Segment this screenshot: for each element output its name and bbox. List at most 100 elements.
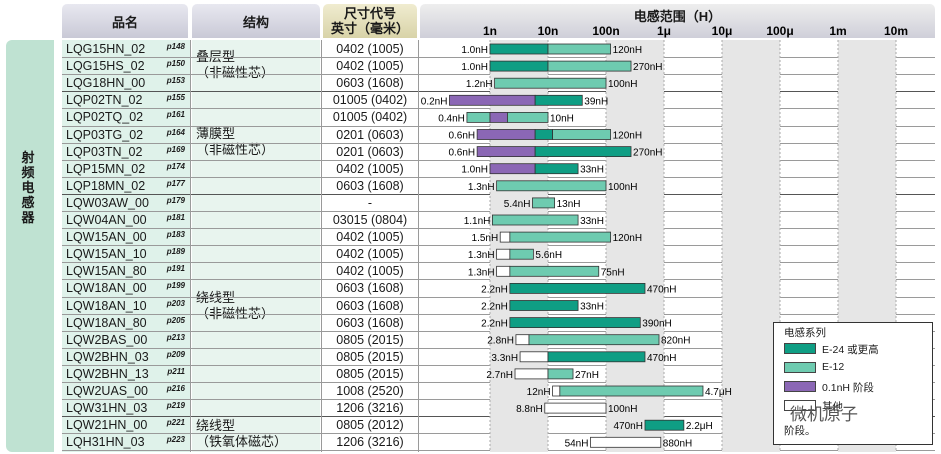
min-label: 1.3nH xyxy=(468,267,495,278)
page-ref: p177 xyxy=(166,178,185,188)
product-name: LQW18AN_10 p203 xyxy=(62,298,187,314)
decade-band xyxy=(490,40,548,452)
bar-segment-e24 xyxy=(534,94,583,106)
legend-swatch-other xyxy=(784,400,816,411)
product-size: 0805 (2015) xyxy=(336,349,404,364)
product-size: 1008 (2520) xyxy=(336,384,404,398)
x-tick-label: 100μ xyxy=(766,24,793,38)
bar-segment-e12 xyxy=(547,43,611,55)
product-size: 0805 (2012) xyxy=(336,418,404,433)
page-ref: p199 xyxy=(166,281,185,291)
bar-segment-e24 xyxy=(489,43,549,55)
page-ref: p150 xyxy=(166,59,185,69)
product-size: 1206 (3216) xyxy=(336,435,404,450)
header-structure: 结构 xyxy=(192,4,320,38)
max-label: 100nH xyxy=(608,182,637,193)
bar-segment-e12 xyxy=(492,214,579,226)
bar-segment-e12 xyxy=(509,231,611,243)
min-label: 1.0nH xyxy=(461,165,488,176)
legend-label-e12: E-12 xyxy=(822,361,845,373)
bar-segment-other xyxy=(544,402,607,414)
product-size: 01005 (0402) xyxy=(332,93,408,108)
legend-swatch-fine xyxy=(784,381,816,392)
product-size: 0603 (1608) xyxy=(336,178,404,193)
legend: 电感系列 E-24 或更高 E-12 0.1nH 阶段 其他 阶段。 xyxy=(773,322,933,445)
product-size: 0201 (0603) xyxy=(336,144,404,159)
product-size: 0402 (1005) xyxy=(336,59,404,74)
product-name: LQP03TN_02 p169 xyxy=(62,144,187,160)
max-label: 100nH xyxy=(608,79,637,90)
product-name: LQW18AN_00 p199 xyxy=(62,280,187,296)
max-label: 13nH xyxy=(557,199,581,210)
page-ref: p153 xyxy=(166,76,185,86)
page-ref: p203 xyxy=(166,298,185,308)
page-ref: p189 xyxy=(166,247,185,257)
bar-segment-other xyxy=(515,334,530,346)
max-label: 4.7μH xyxy=(705,387,732,398)
max-label: 33nH xyxy=(580,165,604,176)
page-ref: p148 xyxy=(166,42,185,51)
product-size: 03015 (0804) xyxy=(332,213,408,227)
page-ref: p181 xyxy=(166,213,185,222)
col-divider xyxy=(190,40,191,452)
x-tick-label: 1n xyxy=(483,24,497,38)
product-name: LQH31HN_03 p223 xyxy=(62,434,187,450)
min-label: 1.1nH xyxy=(464,216,491,227)
bar-segment-fine xyxy=(489,163,536,175)
product-size: 0603 (1608) xyxy=(336,298,404,313)
bar-segment-e24 xyxy=(547,351,646,363)
category-label: 射频电感器 xyxy=(21,150,35,225)
max-label: 120nH xyxy=(613,131,642,142)
min-label: 5.4nH xyxy=(504,199,531,210)
header-size-line2: 英寸（毫米） xyxy=(330,21,409,36)
legend-label-other-2: 阶段。 xyxy=(784,425,816,437)
page-ref: p216 xyxy=(166,384,185,393)
min-label: 1.5nH xyxy=(472,233,499,244)
legend-swatch-e24 xyxy=(784,343,816,354)
product-name: LQW03AW_00 p179 xyxy=(62,195,187,211)
x-tick-label: 10m xyxy=(884,24,908,38)
max-label: 880nH xyxy=(663,438,692,449)
structure-label: 绕线型 （铁氧体磁芯） xyxy=(196,418,288,449)
product-size: 0402 (1005) xyxy=(336,161,404,176)
product-name: LQW15AN_80 p191 xyxy=(62,263,187,279)
bar-segment-other xyxy=(519,351,549,363)
x-tick-label: 1m xyxy=(829,24,846,38)
bar-segment-other xyxy=(499,231,511,243)
min-label: 2.2nH xyxy=(481,319,508,330)
product-name: LQG18HN_00 p153 xyxy=(62,75,187,91)
product-name: LQW2BHN_03 p209 xyxy=(62,349,187,365)
bar-segment-e12 xyxy=(509,265,600,277)
max-label: 270nH xyxy=(633,148,662,159)
bar-segment-e12 xyxy=(507,112,549,123)
page-ref: p179 xyxy=(166,195,185,205)
product-size: - xyxy=(367,195,373,210)
x-tick-label: 10n xyxy=(538,24,559,38)
page-ref: p174 xyxy=(166,161,185,171)
page-ref: p191 xyxy=(166,264,185,274)
bar-segment-e12 xyxy=(552,129,611,140)
legend-label-other: 其他 xyxy=(822,401,843,413)
page-ref: p213 xyxy=(166,332,185,342)
page-ref: p155 xyxy=(166,93,185,103)
max-label: 33nH xyxy=(580,216,604,227)
product-name: LQW04AN_00 p181 xyxy=(62,212,187,228)
bar-segment-e24 xyxy=(534,163,579,175)
structure-label: 绕线型 （非磁性芯） xyxy=(196,290,275,321)
legend-label-fine: 0.1nH 阶段 xyxy=(822,382,874,394)
bar-segment-e24 xyxy=(644,419,685,431)
product-size: 0805 (2015) xyxy=(336,332,404,347)
product-name: LQW2BAS_00 p213 xyxy=(62,332,187,348)
min-label: 2.7nH xyxy=(486,370,513,381)
product-name: LQW2BHN_13 p211 xyxy=(62,366,187,382)
bar-segment-e12 xyxy=(528,334,660,346)
max-label: 33nH xyxy=(580,302,604,313)
bar-segment-e12 xyxy=(496,180,607,192)
bar-segment-e12 xyxy=(494,77,607,89)
bar-segment-e12 xyxy=(509,248,534,260)
bar-segment-e24 xyxy=(534,146,632,158)
min-label: 2.8nH xyxy=(487,336,514,347)
min-label: 1.3nH xyxy=(468,182,495,193)
min-label: 0.4nH xyxy=(438,113,465,124)
product-size: 0603 (1608) xyxy=(336,76,404,91)
